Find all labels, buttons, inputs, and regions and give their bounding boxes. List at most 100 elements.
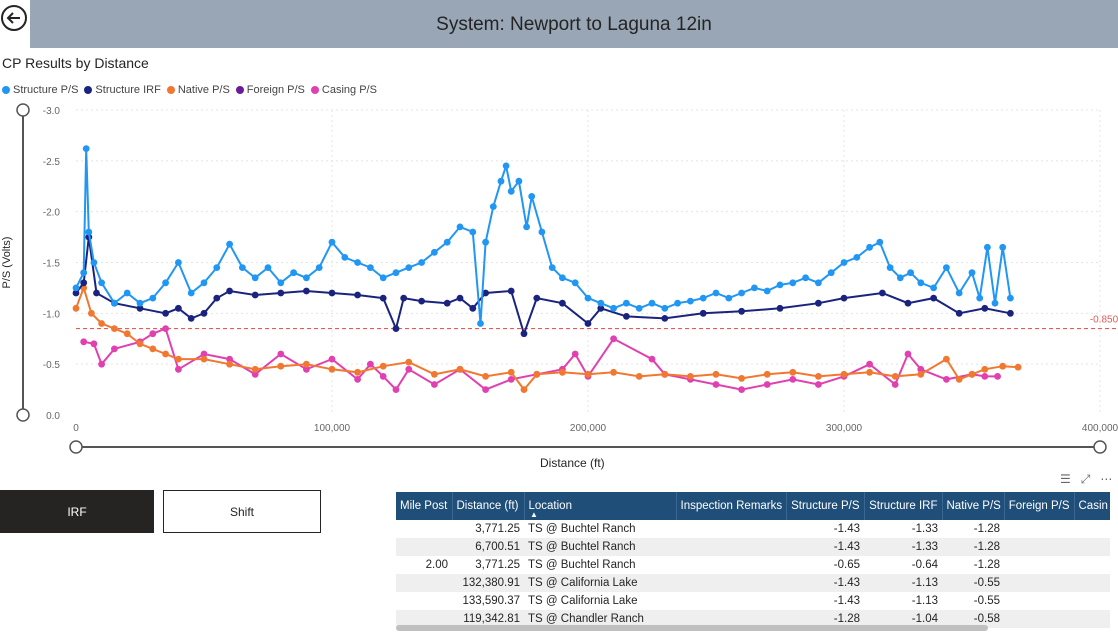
y-zoom-handle-bottom[interactable] bbox=[16, 408, 30, 422]
data-point bbox=[251, 365, 259, 373]
data-point bbox=[789, 279, 797, 287]
x-zoom-handle-right[interactable] bbox=[1093, 440, 1107, 454]
y-tick-label: -1.0 bbox=[43, 309, 61, 320]
table-cell bbox=[396, 610, 452, 628]
table-cell: TS @ Chandler Ranch bbox=[524, 610, 676, 628]
x-tick-label: 300,000 bbox=[826, 423, 863, 434]
legend-item[interactable]: Structure P/S bbox=[2, 84, 78, 96]
table-cell: TS @ California Lake bbox=[528, 595, 638, 607]
data-point bbox=[523, 223, 530, 231]
table-cell: TS @ Buchtel Ranch bbox=[528, 559, 636, 571]
data-point bbox=[264, 264, 272, 271]
table-cell: 3,771.25 bbox=[475, 523, 520, 535]
data-point bbox=[886, 264, 894, 271]
data-point bbox=[136, 299, 144, 307]
table-cell: -1.43 bbox=[833, 523, 860, 535]
data-point bbox=[303, 274, 310, 282]
data-point bbox=[213, 264, 221, 271]
data-point bbox=[533, 294, 541, 302]
data-point bbox=[469, 304, 477, 312]
column-header[interactable]: Distance (ft) bbox=[452, 492, 525, 520]
table-cell bbox=[1004, 592, 1074, 610]
data-point bbox=[538, 228, 546, 236]
data-point bbox=[610, 335, 617, 343]
data-point bbox=[981, 304, 989, 312]
data-point bbox=[648, 355, 656, 363]
data-point bbox=[610, 368, 617, 376]
table-cell: -1.28 bbox=[942, 538, 1004, 556]
data-point bbox=[763, 381, 771, 388]
x-zoom-handle-left[interactable] bbox=[69, 440, 83, 454]
data-point bbox=[456, 223, 464, 231]
table-row[interactable]: 3,771.25 TS @ Buchtel Ranch -1.43 -1.33 -1.2… bbox=[396, 520, 1110, 538]
table-cell bbox=[1004, 610, 1074, 628]
filter-icon[interactable]: ☰ bbox=[1060, 472, 1071, 486]
data-point bbox=[88, 309, 95, 317]
table-row[interactable]: 132,380.91 TS @ California Lake -1.43 -1.13… bbox=[396, 574, 1110, 592]
data-point bbox=[354, 376, 361, 383]
legend-item[interactable]: Foreign P/S bbox=[235, 84, 305, 96]
column-header[interactable]: Inspection Remarks bbox=[676, 492, 787, 520]
data-point bbox=[610, 304, 617, 312]
table-cell: TS @ California Lake bbox=[524, 574, 676, 592]
shift-button[interactable]: Shift bbox=[163, 490, 321, 533]
data-point bbox=[763, 287, 771, 295]
column-header[interactable]: Casin bbox=[1074, 492, 1110, 520]
column-header[interactable]: Location bbox=[524, 492, 677, 520]
data-point bbox=[277, 350, 285, 358]
data-point bbox=[520, 386, 528, 393]
data-point bbox=[251, 291, 259, 299]
data-point bbox=[443, 299, 451, 307]
more-options-icon[interactable]: ⋯ bbox=[1100, 472, 1113, 486]
legend-item[interactable]: Native P/S bbox=[166, 84, 230, 96]
data-point bbox=[431, 381, 438, 388]
data-point bbox=[891, 373, 899, 380]
data-point bbox=[507, 368, 515, 376]
back-button[interactable] bbox=[0, 4, 28, 32]
data-point bbox=[175, 259, 182, 266]
data-point bbox=[303, 287, 310, 295]
table-cell bbox=[396, 574, 452, 592]
data-point bbox=[559, 274, 566, 282]
column-header[interactable]: Structure IRF bbox=[864, 492, 943, 520]
data-point bbox=[162, 279, 170, 287]
data-point bbox=[802, 274, 809, 282]
focus-mode-icon[interactable]: ⤢ bbox=[1080, 472, 1091, 486]
table-row[interactable]: 2.00 3,771.25 TS @ Buchtel Ranch -0.65 -0.64… bbox=[396, 556, 1110, 574]
data-point bbox=[469, 228, 477, 236]
data-point bbox=[507, 376, 515, 383]
y-zoom-handle-top[interactable] bbox=[16, 103, 30, 117]
irf-button[interactable]: IRF bbox=[0, 490, 154, 533]
table-cell bbox=[1074, 610, 1110, 628]
table-cell bbox=[1074, 592, 1110, 610]
column-header[interactable]: Mile Post bbox=[396, 492, 453, 520]
horizontal-scrollbar[interactable] bbox=[396, 625, 988, 631]
data-point bbox=[699, 294, 707, 302]
y-tick-label: -2.5 bbox=[43, 157, 61, 168]
column-header[interactable]: Foreign P/S bbox=[1004, 492, 1075, 520]
data-point bbox=[477, 320, 484, 327]
table-cell bbox=[676, 556, 786, 574]
data-point bbox=[661, 370, 669, 378]
table-row[interactable]: 119,342.81 TS @ Chandler Ranch -1.28 -1.04-… bbox=[396, 610, 1110, 628]
column-header[interactable]: Structure P/S bbox=[786, 492, 865, 520]
data-point bbox=[90, 259, 98, 266]
legend-label: Casing P/S bbox=[321, 84, 377, 96]
y-tick-label: -3.0 bbox=[43, 106, 61, 117]
legend-item[interactable]: Casing P/S bbox=[310, 84, 377, 96]
data-point bbox=[968, 370, 976, 378]
table-row[interactable]: 133,590.37 TS @ California Lake -1.43 -1.13… bbox=[396, 592, 1110, 610]
legend-label: Structure P/S bbox=[13, 84, 79, 96]
data-point bbox=[876, 238, 884, 246]
column-header[interactable]: Native P/S bbox=[942, 492, 1005, 520]
data-point bbox=[907, 269, 914, 277]
legend-label: Foreign P/S bbox=[246, 84, 305, 96]
data-point bbox=[226, 360, 234, 368]
series-line bbox=[83, 327, 998, 392]
data-point bbox=[136, 340, 144, 348]
table-row[interactable]: 6,700.51 TS @ Buchtel Ranch -1.43 -1.33 -1.2… bbox=[396, 538, 1110, 556]
data-point bbox=[162, 309, 170, 317]
table-cell bbox=[1004, 520, 1074, 538]
data-point bbox=[367, 360, 374, 368]
legend-item[interactable]: Structure IRF bbox=[84, 84, 161, 96]
